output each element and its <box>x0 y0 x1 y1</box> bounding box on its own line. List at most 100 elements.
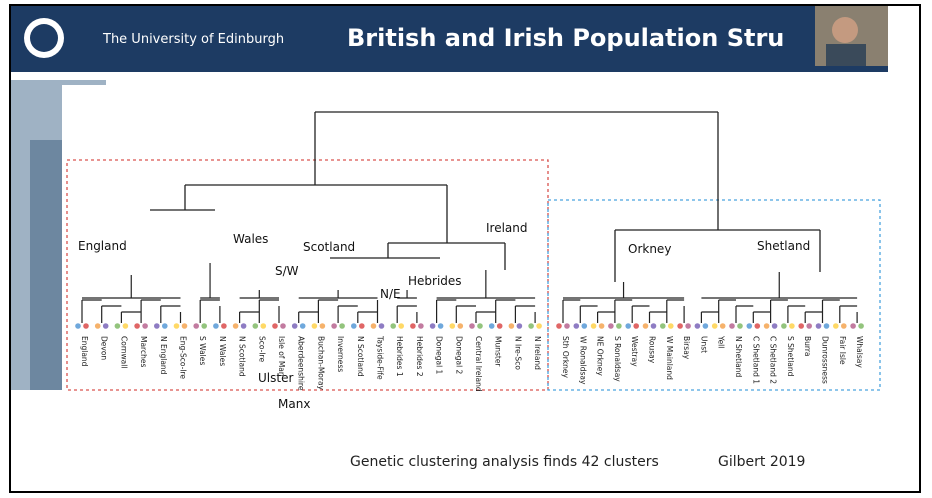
leaf-dot <box>642 323 649 329</box>
leaf-dot <box>737 323 743 329</box>
group-label: Scotland <box>303 240 355 254</box>
leaf-dot <box>581 323 588 329</box>
leaf-dot <box>668 323 674 329</box>
group-label: Ulster <box>258 371 293 385</box>
group-label: Manx <box>278 397 310 411</box>
group-label: Shetland <box>757 239 810 253</box>
leaf-label: NE Orkney <box>596 336 605 376</box>
leaf-label: Devon <box>100 336 109 360</box>
leaf-dot <box>142 323 148 329</box>
leaf-dot <box>378 323 385 329</box>
leaf-dot <box>232 323 239 329</box>
leaf-dot <box>806 323 812 329</box>
leaf-dot <box>789 323 795 329</box>
leaf-dot <box>437 323 444 329</box>
leaf-dot <box>477 323 483 329</box>
leaf-dot <box>75 323 81 329</box>
leaf-dot <box>429 323 436 329</box>
leaf-label: S Shetland <box>786 336 795 377</box>
university-name: The University of Edinburgh <box>102 32 284 47</box>
leaf-label: N Wales <box>218 336 227 366</box>
leaf-dot <box>331 323 337 329</box>
leaf-dot <box>457 323 464 329</box>
leaf-dot <box>410 323 416 329</box>
group-label: N/E <box>380 287 401 301</box>
leaf-label: Buchan-Moray <box>316 336 325 391</box>
group-label: S/W <box>275 264 299 278</box>
leaf-dot <box>252 323 259 329</box>
leaf-dot <box>823 323 830 329</box>
leaf-dot <box>339 323 345 329</box>
group-label: England <box>78 239 127 253</box>
leaf-dot <box>370 323 377 329</box>
leaf-label: Donegal 1 <box>435 336 444 375</box>
leaf-dot <box>850 323 856 329</box>
leaf-dot <box>616 323 622 329</box>
leaf-label: C Shetland 1 <box>751 336 760 384</box>
leaf-label: England <box>80 336 89 367</box>
leaf-dot <box>564 323 570 329</box>
leaf-dot <box>94 323 101 329</box>
leaf-dot <box>390 323 397 329</box>
leaf-dot <box>815 323 822 329</box>
leaf-label: Sth Orkney <box>561 336 570 379</box>
leaf-dot <box>359 323 365 329</box>
leaf-label: Cornwall <box>119 336 128 368</box>
leaf-dot <box>83 323 89 329</box>
leaf-dot <box>154 323 160 329</box>
leaf-dot <box>508 323 515 329</box>
citation: Gilbert 2019 <box>718 454 805 470</box>
leaf-dot <box>677 323 683 329</box>
leaf-dot <box>536 323 542 329</box>
leaf-dot <box>763 323 770 329</box>
leaf-dot <box>280 323 286 329</box>
caption: Genetic clustering analysis finds 42 clu… <box>350 454 659 470</box>
leaf-dot <box>556 323 562 329</box>
leaf-label: Central Ireland <box>474 336 483 392</box>
leaf-dot <box>625 323 631 329</box>
leaf-dot <box>469 323 475 329</box>
leaf-dot <box>201 323 207 329</box>
leaf-dot <box>221 323 227 329</box>
group-label: Hebrides <box>408 274 462 288</box>
dendrogram-upper <box>150 111 821 282</box>
leaf-dot <box>598 323 605 329</box>
webcam-person-body <box>826 44 866 66</box>
leaf-dot <box>181 323 188 329</box>
leaf-label: N Ire-Sco <box>513 336 522 370</box>
leaf-dot <box>213 323 219 329</box>
diagram-area <box>62 85 892 395</box>
leaf-label: Yell <box>717 335 726 348</box>
leaf-dot <box>841 323 847 329</box>
leaf-label: N Scotland <box>238 336 247 377</box>
leaf-label: Whalsay <box>855 336 864 368</box>
leaf-dot <box>528 323 534 329</box>
leaf-label: Westray <box>630 336 639 367</box>
leaf-dot <box>754 323 761 329</box>
leaf-dot <box>260 323 267 329</box>
leaf-dot <box>418 323 424 329</box>
leaf-label: Fair Isle <box>838 336 847 365</box>
group-label: Ireland <box>486 221 528 235</box>
logo-inner <box>30 24 58 52</box>
leaf-dot <box>173 323 180 329</box>
webcam-person <box>832 17 858 43</box>
leaf-dot <box>398 323 405 329</box>
leaf-dot <box>516 323 523 329</box>
leaf-dot <box>449 323 456 329</box>
leaf-label: Hebrides 1 <box>395 336 404 377</box>
leaf-label: Munster <box>494 336 503 367</box>
leaf-label: W Ronaldsay <box>578 336 587 385</box>
leaf-dot <box>291 323 298 329</box>
leaf-dot <box>311 323 318 329</box>
leaf-dot <box>719 323 726 329</box>
leaf-label: Hebrides 2 <box>415 336 424 377</box>
leaf-label: Unst <box>699 336 708 353</box>
leaf-label: Eng-Sco-Ire <box>179 336 188 379</box>
leaf-label: Inverness <box>336 336 345 372</box>
group-label: Orkney <box>628 242 671 256</box>
leaf-dot <box>729 323 735 329</box>
leaf-dot <box>122 323 129 329</box>
leaf-dot <box>573 323 580 329</box>
